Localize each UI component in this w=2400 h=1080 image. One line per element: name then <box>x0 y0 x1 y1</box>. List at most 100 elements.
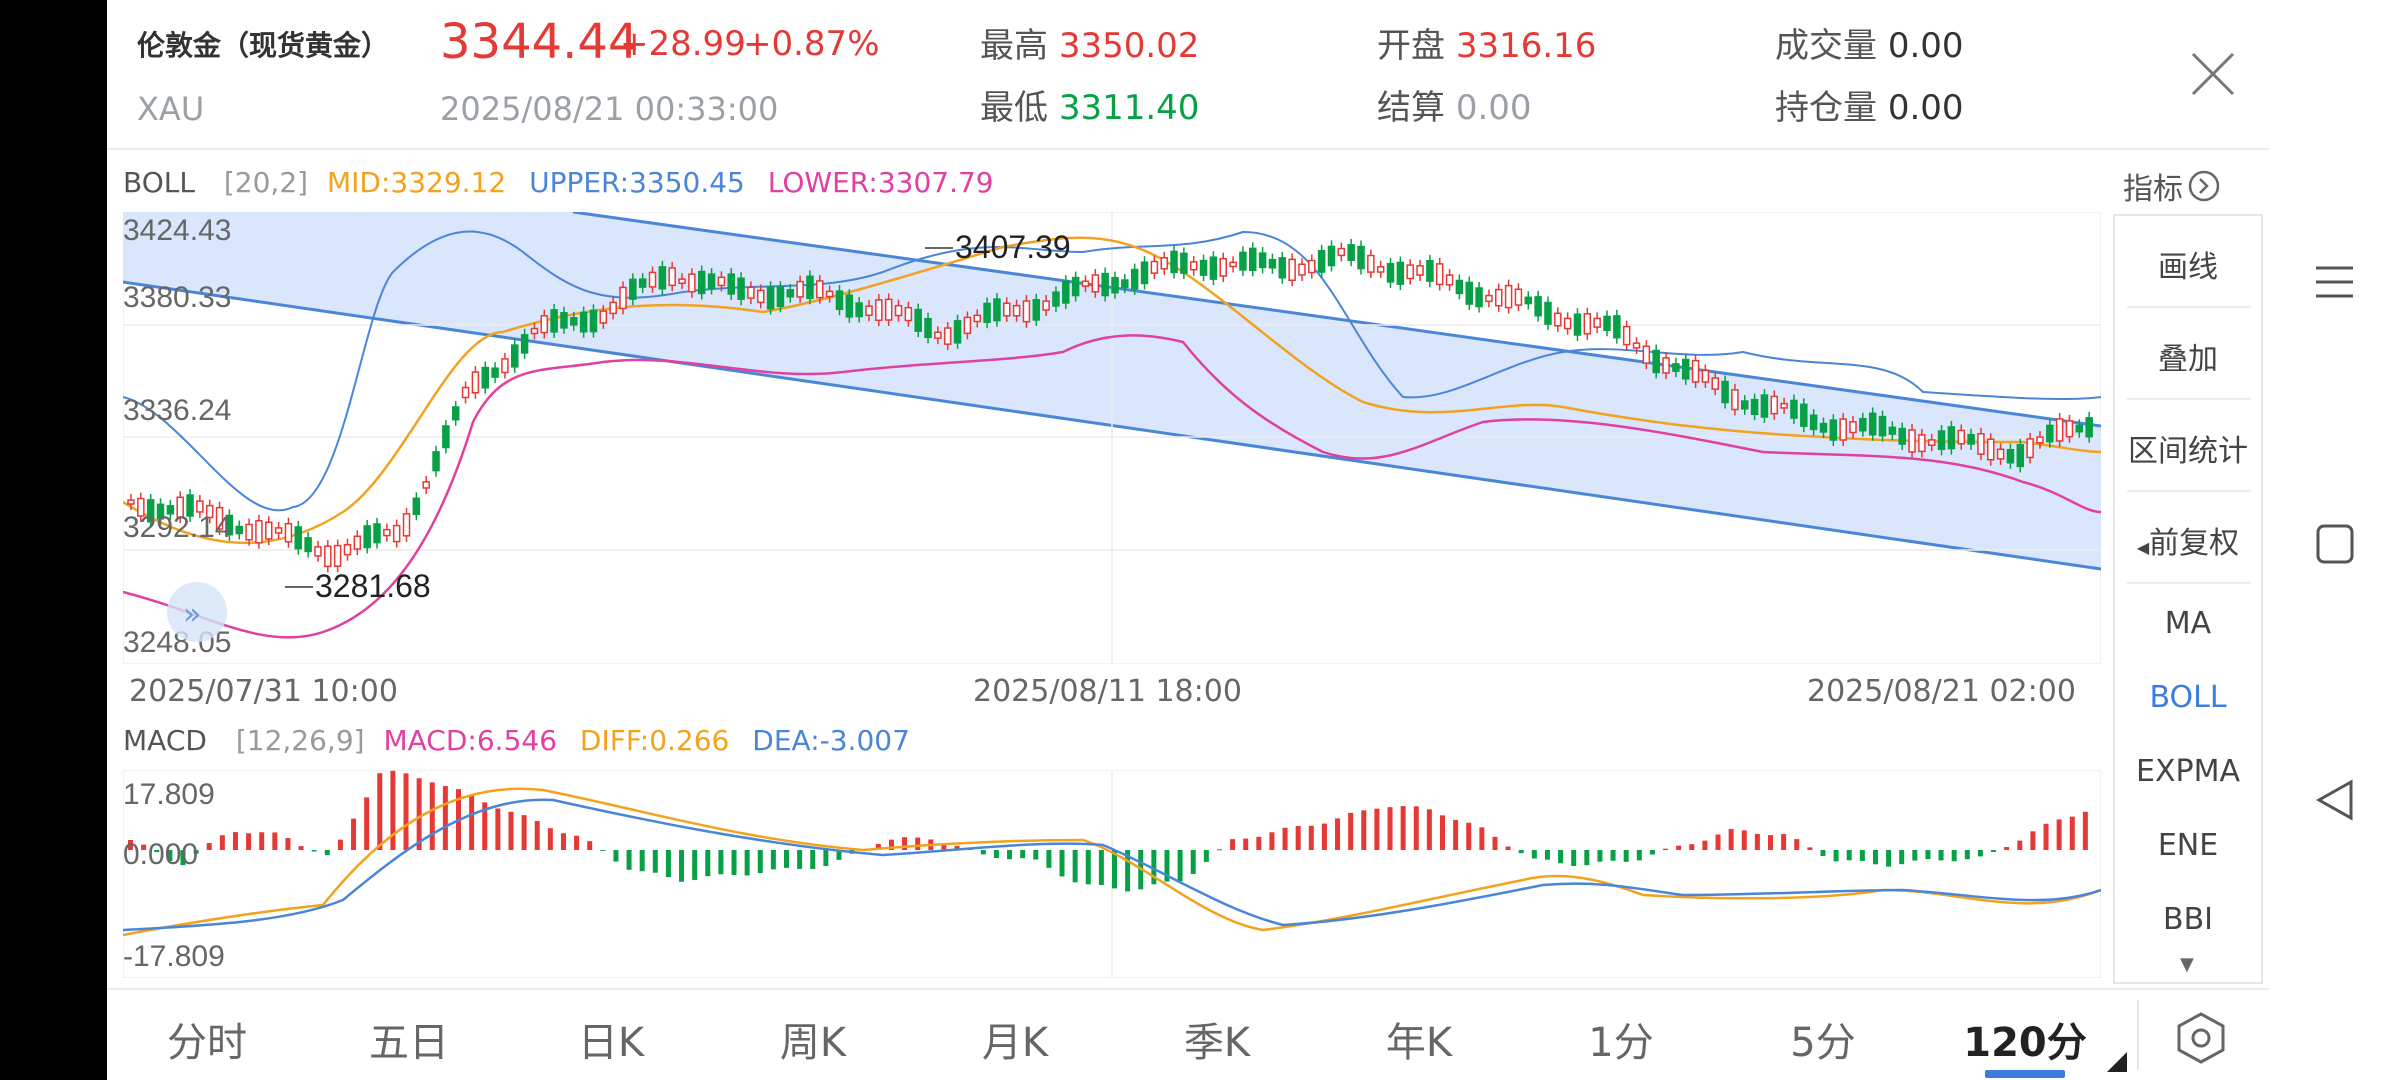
macd-bar <box>1610 850 1616 861</box>
draw-line-button[interactable]: 画线 <box>2158 250 2218 285</box>
candle <box>333 544 342 567</box>
macd-bar <box>1649 850 1655 855</box>
tab-5min[interactable]: 5分 <box>1790 1020 1856 1066</box>
candle <box>274 527 283 534</box>
candle <box>314 546 322 557</box>
indicator-ma[interactable]: MA <box>2164 606 2212 641</box>
macd-bar <box>587 841 593 850</box>
candle <box>1770 395 1779 415</box>
candle <box>1012 304 1021 317</box>
back-triangle-icon[interactable] <box>2269 776 2400 824</box>
candle <box>255 520 263 544</box>
candle <box>1376 266 1385 273</box>
volume-stat: 成交量 0.00 <box>1775 26 1964 66</box>
macd-bar <box>469 794 475 850</box>
macd-bar <box>875 843 881 850</box>
scroll-down-icon[interactable]: ▼ <box>2180 954 2194 975</box>
candle <box>1249 247 1257 272</box>
active-tab-indicator <box>1985 1070 2065 1078</box>
macd-bar <box>1308 825 1314 850</box>
candle <box>461 386 470 399</box>
tab-weekly[interactable]: 周K <box>779 1020 847 1066</box>
candle <box>1947 426 1956 450</box>
caret-left-icon: ◀ <box>2136 538 2150 557</box>
macd-bar <box>902 837 908 850</box>
candle <box>2075 424 2084 433</box>
tab-daily[interactable]: 日K <box>577 1020 645 1066</box>
app-screen: 伦敦金（现货黄金） XAU 3344.44 +28.99 +0.87% 2025… <box>107 0 2269 1080</box>
macd-bar <box>2069 816 2075 850</box>
candle <box>1406 264 1414 280</box>
close-icon[interactable] <box>2189 50 2237 98</box>
candle <box>688 273 696 293</box>
tab-120min[interactable]: 120分 <box>1963 1020 2087 1066</box>
macd-bar <box>259 832 265 850</box>
candle <box>471 371 480 394</box>
candle <box>1554 312 1562 327</box>
tab-1min[interactable]: 1分 <box>1588 1020 1654 1066</box>
candle <box>2046 424 2054 443</box>
candle <box>176 496 184 518</box>
macd-bar <box>1794 839 1800 850</box>
indicator-expma[interactable]: EXPMA <box>2135 754 2240 789</box>
kline-chart[interactable]: 3424.43 3380.33 3336.24 3292.14 3248.05 … <box>123 212 2101 664</box>
macd-bar <box>574 835 580 850</box>
macd-bar <box>797 850 803 869</box>
candle <box>1829 419 1838 441</box>
candle <box>1062 280 1070 304</box>
indicator-bbi[interactable]: BBI <box>2162 902 2213 937</box>
tab-yearly[interactable]: 年K <box>1385 1020 1453 1066</box>
macd-bar <box>1899 850 1905 865</box>
macd-bar <box>1216 849 1222 851</box>
macd-bar <box>2030 831 2036 850</box>
macd-bar <box>810 850 816 869</box>
macd-chart[interactable]: 17.809 0.000 -17.809 <box>123 770 2101 978</box>
macd-bar <box>1781 834 1787 850</box>
candle <box>1121 279 1129 288</box>
candle <box>1160 257 1168 270</box>
tab-monthly[interactable]: 月K <box>981 1020 1049 1066</box>
home-square-icon[interactable] <box>2269 520 2400 568</box>
tab-intraday[interactable]: 分时 <box>167 1020 247 1066</box>
macd-bar <box>1059 850 1065 877</box>
candle <box>2036 436 2044 444</box>
range-stats-button[interactable]: 区间统计 <box>2128 434 2248 469</box>
settings-hexagon-icon[interactable] <box>2173 1010 2229 1066</box>
overlay-button[interactable]: 叠加 <box>2158 342 2218 377</box>
macd-bar <box>1531 850 1537 859</box>
expand-chart-button[interactable] <box>167 582 227 642</box>
candle <box>747 286 755 299</box>
macd-bar <box>285 838 291 850</box>
menu-icon[interactable] <box>2269 258 2400 306</box>
macd-bar <box>692 850 698 880</box>
tab-5day[interactable]: 五日 <box>369 1020 449 1066</box>
tab-quarterly[interactable]: 季K <box>1183 1020 1251 1066</box>
macd-bar <box>1413 806 1419 850</box>
indicator-ene[interactable]: ENE <box>2157 828 2219 863</box>
candle <box>540 315 549 334</box>
candle <box>806 275 814 300</box>
adjust-button[interactable]: ◀前复权 <box>2136 526 2240 561</box>
candle <box>589 309 598 333</box>
candle <box>1721 380 1729 404</box>
candle <box>1750 398 1759 416</box>
macd-bar <box>246 833 252 850</box>
candle <box>1111 276 1119 294</box>
macd-bar <box>1558 850 1564 864</box>
candle <box>904 306 913 322</box>
macd-bar <box>1951 850 1957 862</box>
indicator-boll[interactable]: BOLL <box>2149 680 2227 715</box>
macd-bar <box>1046 850 1052 868</box>
candle <box>1534 296 1542 317</box>
candle <box>894 304 903 317</box>
macd-bar <box>495 808 501 850</box>
candle <box>1859 417 1867 432</box>
macd-bar <box>1492 836 1498 850</box>
indicator-button[interactable]: 指标 <box>2123 164 2221 208</box>
candle <box>619 286 627 310</box>
macd-bar <box>613 850 619 862</box>
candle <box>1544 301 1552 325</box>
candle <box>1003 302 1011 317</box>
candle <box>156 503 165 520</box>
candle <box>402 513 411 537</box>
